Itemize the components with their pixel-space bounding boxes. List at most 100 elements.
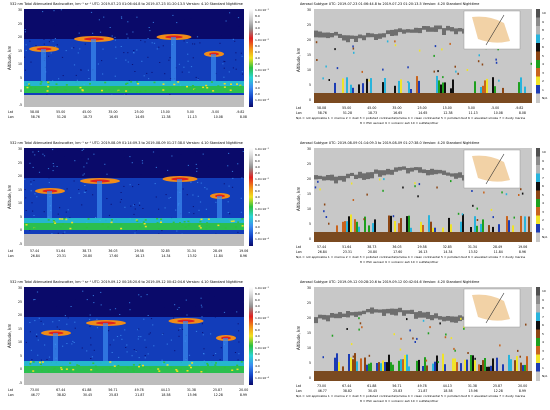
lat-value: -5.00: [211, 110, 219, 114]
noise-speck: [63, 75, 64, 76]
surface: [24, 95, 244, 107]
noise-speck: [26, 50, 27, 51]
cloud-shadow: [97, 181, 102, 218]
cloud-segment: [458, 28, 462, 32]
colorbar-label: 1.0×10⁻⁴: [255, 237, 269, 241]
noise-speck: [149, 334, 150, 335]
aerosol-speck: [239, 366, 241, 368]
cloud-segment: [398, 167, 402, 171]
aerosol-speck: [215, 362, 217, 364]
aerosol-speck: [186, 86, 188, 88]
colorbar-label: 8.0: [255, 352, 260, 356]
aerosol-speck: [482, 64, 484, 66]
aerosol-speck: [240, 86, 242, 88]
aerosol-speck: [60, 226, 62, 228]
noise-speck: [178, 336, 179, 337]
lon-value: 51.28: [343, 111, 352, 115]
noise-speck: [129, 309, 130, 310]
backscatter-panel: 532 nm Total Attenuated Backscatter, km⁻…: [6, 2, 266, 128]
colorbar-label: 3: [542, 71, 544, 75]
aerosol-column: [470, 227, 472, 232]
noise-speck: [226, 300, 227, 301]
noise-speck: [35, 45, 36, 46]
noise-speck: [153, 152, 154, 153]
aerosol-speck: [382, 190, 384, 192]
y-tick-label: -5: [10, 103, 22, 107]
lon-value: 21.87: [418, 389, 427, 393]
noise-speck: [224, 312, 225, 313]
aerosol-speck: [423, 320, 425, 322]
noise-speck: [150, 332, 151, 333]
noise-speck: [200, 22, 201, 23]
noise-speck: [34, 193, 35, 194]
noise-speck: [223, 77, 224, 78]
lon-value: 15.96: [188, 393, 197, 397]
aerosol-column: [400, 359, 402, 371]
noise-speck: [124, 157, 125, 158]
y-tick-label: 0: [10, 228, 22, 232]
lon-value: 8.96: [519, 250, 526, 254]
colorbar-label: 2.0: [255, 62, 260, 66]
aerosol-speck: [166, 90, 168, 92]
lon-value: 16.65: [109, 115, 118, 119]
aerosol-subtype-panel: Aerosol Subtype UTC: 2019-07-23 01:06:44…: [290, 2, 548, 132]
lat-value: 35.00: [108, 110, 117, 114]
noise-speck: [131, 15, 132, 16]
noise-speck: [123, 18, 124, 19]
noise-speck: [140, 174, 141, 175]
y-tick-label: 25: [299, 162, 311, 166]
noise-speck: [24, 57, 25, 58]
aerosol-column: [482, 219, 484, 232]
noise-speck: [79, 24, 80, 25]
noise-speck: [191, 16, 192, 17]
noise-speck: [208, 166, 209, 167]
aerosol-column: [474, 216, 476, 232]
aerosol-speck: [30, 361, 32, 363]
noise-speck: [207, 26, 208, 27]
lat-value: 67.44: [56, 388, 65, 392]
noise-speck: [228, 212, 229, 213]
noise-speck: [117, 336, 118, 337]
noise-speck: [144, 75, 145, 76]
aerosol-column: [400, 79, 402, 93]
aerosol-speck: [334, 48, 336, 50]
aerosol-speck: [63, 218, 65, 220]
cloud-segment: [426, 312, 430, 319]
aerosol-speck: [231, 370, 233, 372]
y-tick-label: -5: [10, 242, 22, 246]
aerosol-column: [398, 223, 400, 232]
aerosol-speck: [478, 60, 480, 62]
noise-speck: [96, 319, 97, 320]
noise-speck: [74, 160, 75, 161]
aerosol-column: [524, 87, 526, 93]
cloud-segment: [370, 172, 374, 178]
panel-title: Aerosol Subtype UTC: 2019-08-09 01:14:09…: [300, 141, 479, 145]
noise-speck: [121, 192, 122, 193]
aerosol-speck: [69, 362, 71, 364]
cloud-segment: [330, 33, 334, 37]
aerosol-column: [410, 89, 412, 93]
noise-speck: [53, 41, 54, 42]
aerosol-speck: [154, 82, 156, 84]
colorbar-label: 9: [542, 298, 544, 302]
noise-speck: [129, 302, 130, 303]
noise-speck: [57, 327, 58, 328]
noise-speck: [158, 47, 159, 48]
lon-value: 26.84: [31, 254, 40, 258]
y-tick-label: 25: [10, 161, 22, 165]
noise-speck: [168, 172, 169, 173]
aerosol-speck: [493, 216, 495, 218]
aerosol-speck: [428, 332, 430, 334]
noise-speck: [180, 154, 181, 155]
noise-speck: [55, 164, 56, 165]
noise-speck: [173, 318, 174, 319]
aerosol-speck: [362, 71, 364, 73]
noise-speck: [132, 355, 133, 356]
lat-value: 25.87: [213, 388, 222, 392]
noise-speck: [242, 71, 243, 72]
colorbar-label: 8.0: [255, 44, 260, 48]
aerosol-column: [510, 359, 512, 371]
noise-speck: [232, 187, 233, 188]
aerosol-column: [424, 357, 426, 371]
